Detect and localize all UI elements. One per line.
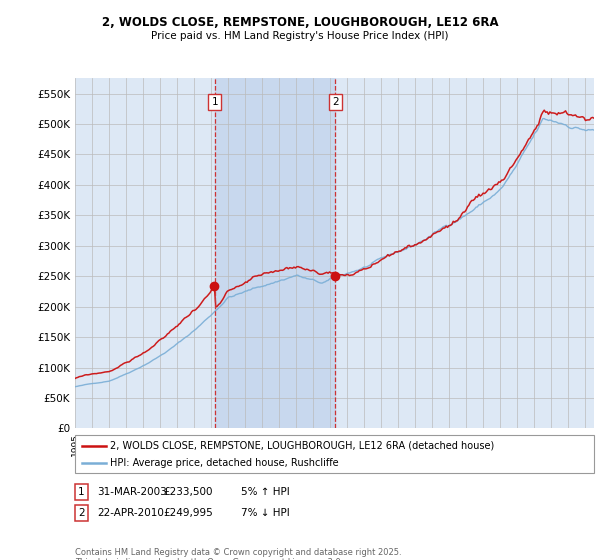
Text: 1: 1 (78, 487, 85, 497)
Text: 5% ↑ HPI: 5% ↑ HPI (241, 487, 290, 497)
Text: Price paid vs. HM Land Registry's House Price Index (HPI): Price paid vs. HM Land Registry's House … (151, 31, 449, 41)
Text: 2, WOLDS CLOSE, REMPSTONE, LOUGHBOROUGH, LE12 6RA (detached house): 2, WOLDS CLOSE, REMPSTONE, LOUGHBOROUGH,… (110, 441, 494, 451)
Text: 1: 1 (211, 97, 218, 107)
Text: 2: 2 (78, 508, 85, 518)
Text: 2, WOLDS CLOSE, REMPSTONE, LOUGHBOROUGH, LE12 6RA: 2, WOLDS CLOSE, REMPSTONE, LOUGHBOROUGH,… (101, 16, 499, 29)
Text: 31-MAR-2003: 31-MAR-2003 (97, 487, 167, 497)
Text: 7% ↓ HPI: 7% ↓ HPI (241, 508, 290, 518)
Text: 22-APR-2010: 22-APR-2010 (97, 508, 164, 518)
Text: 2: 2 (332, 97, 338, 107)
Text: HPI: Average price, detached house, Rushcliffe: HPI: Average price, detached house, Rush… (110, 458, 338, 468)
Text: £249,995: £249,995 (163, 508, 213, 518)
Text: Contains HM Land Registry data © Crown copyright and database right 2025.
This d: Contains HM Land Registry data © Crown c… (75, 548, 401, 560)
Bar (215, 78, 335, 428)
Text: £233,500: £233,500 (163, 487, 213, 497)
